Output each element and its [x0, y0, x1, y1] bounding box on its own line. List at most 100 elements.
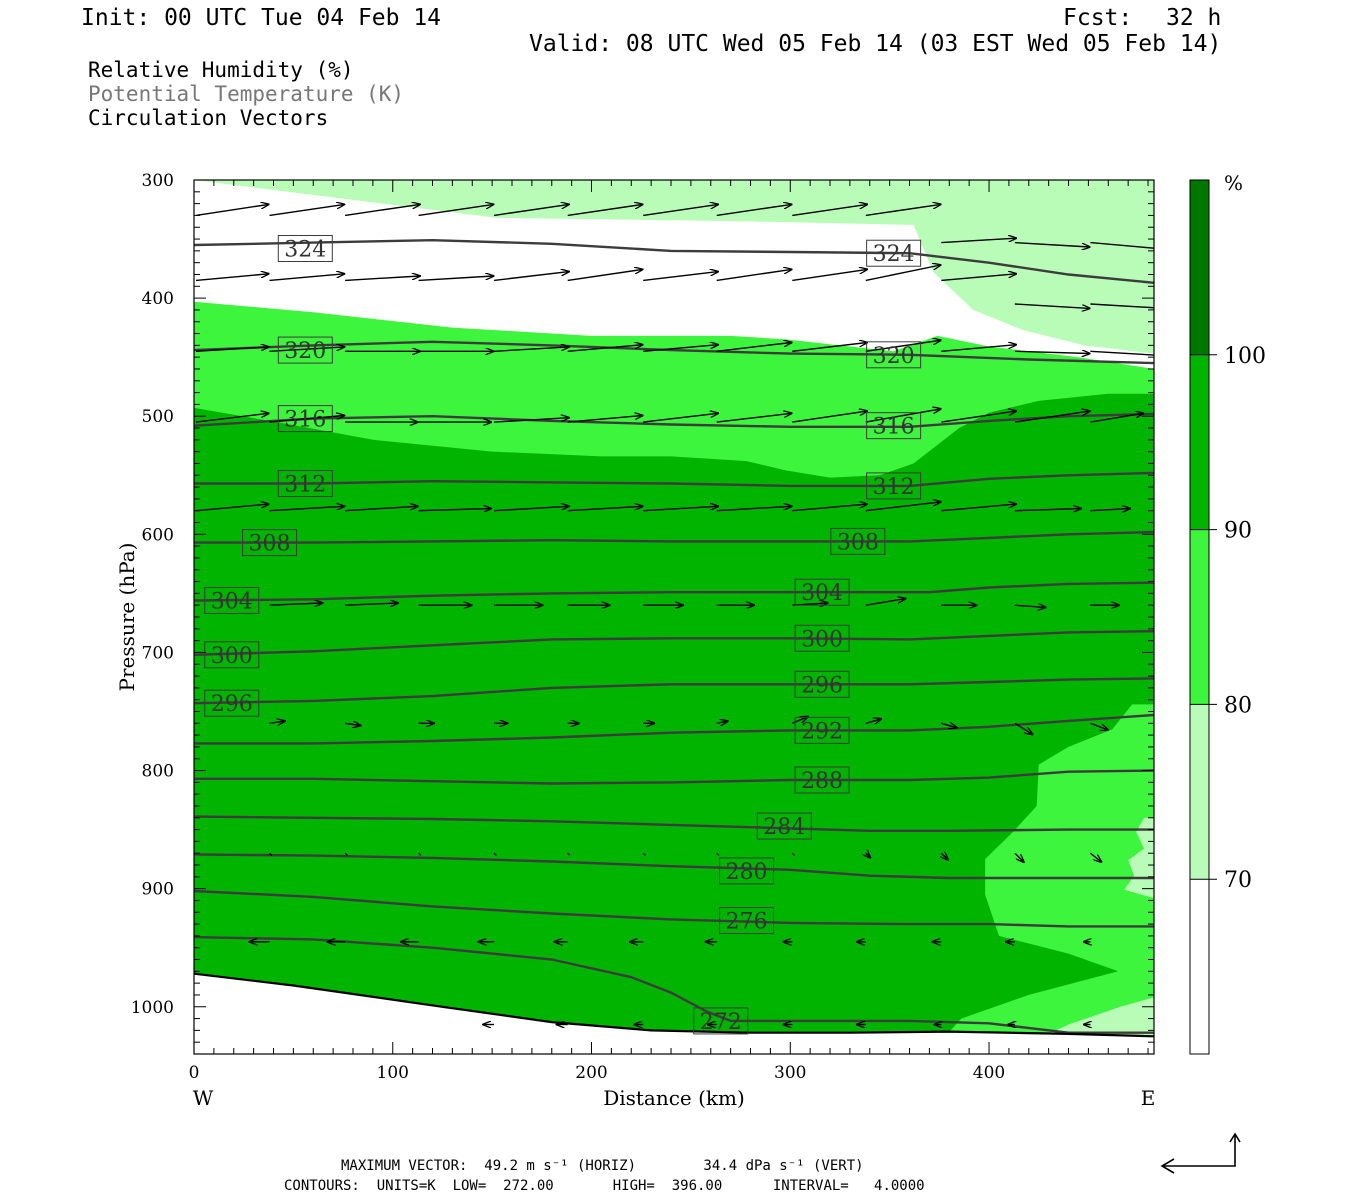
circulation-vector: [792, 343, 867, 352]
y-tick-label: 900: [142, 880, 174, 900]
theta-label-272: 272: [700, 1010, 742, 1035]
circulation-vector: [941, 238, 1016, 244]
theta-contour-324: [194, 238, 1154, 284]
circulation-vector: [1090, 722, 1108, 730]
circulation-vector: [269, 603, 323, 605]
circulation-vector: [494, 272, 569, 282]
legend-circulation-vectors: Circulation Vectors: [88, 106, 329, 130]
theta-label-276: 276: [726, 910, 768, 935]
circulation-vector: [1014, 351, 1090, 353]
theta-label-284: 284: [763, 815, 805, 840]
x-tick-label: 400: [973, 1063, 1005, 1083]
circulation-vector: [493, 204, 569, 217]
circulation-vector: [195, 504, 269, 512]
legend-relative-humidity: Relative Humidity (%): [88, 58, 354, 82]
theta-label-312: 312: [873, 475, 915, 500]
theta-contour-296: [194, 677, 1154, 705]
theta-contour-304: [194, 581, 1154, 602]
circulation-vector: [567, 852, 571, 856]
theta-contour-284: [194, 815, 1154, 832]
init-time-label: Init: 00 UTC Tue 04 Feb 14: [81, 5, 442, 31]
circulation-vector: [494, 506, 569, 512]
x-tick-label: 200: [575, 1063, 607, 1083]
humidity-region-70-80: [1038, 997, 1154, 1043]
circulation-vector: [345, 603, 398, 605]
circulation-vector: [269, 852, 273, 856]
theta-label-296: 296: [801, 673, 843, 698]
circulation-vector: [716, 204, 792, 217]
theta-label-box: [866, 341, 922, 369]
humidity-region-70-80: [194, 180, 1154, 354]
valid-time-label: Valid: 08 UTC Wed 05 Feb 14 (03 EST Wed …: [529, 31, 1222, 57]
colorbar-bin: [1190, 529, 1209, 705]
axis-tick-layer: 300 400 500 600 700 800 900 1000 0 100 200 300 400: [131, 171, 1154, 1083]
circulation-vector: [792, 204, 867, 217]
circulation-vector: [865, 502, 941, 512]
circulation-vector: [1014, 509, 1081, 511]
circulation-vector: [716, 506, 792, 512]
circulation-vector: [716, 269, 792, 282]
theta-label-324: 324: [284, 238, 326, 263]
circulation-vector: [567, 204, 643, 217]
colorbar-level-label: 70: [1224, 868, 1252, 893]
circulation-vector: [865, 409, 941, 423]
circulation-vector: [941, 723, 956, 727]
theta-contour-312: [194, 471, 1154, 488]
circulation-vector: [1014, 852, 1024, 862]
circulation-vector: [643, 272, 718, 282]
theta-label-box: [277, 405, 333, 433]
theta-label-box: [794, 578, 850, 606]
theta-label-box: [277, 336, 333, 364]
theta-contour-layer: [194, 238, 1154, 1038]
circulation-vector: [567, 345, 643, 352]
circulation-vector: [1090, 303, 1154, 309]
circulation-vector: [493, 852, 497, 856]
circulation-vector: [344, 852, 348, 856]
theta-label-box: [794, 670, 850, 698]
theta-label-320: 320: [873, 344, 915, 369]
legend-potential-temperature: Potential Temperature (K): [88, 82, 405, 106]
theta-label-box: [756, 812, 812, 840]
circulation-vector: [1014, 605, 1046, 607]
theta-label-layer: 324 324 320 320 316 316 312 312 308 308 304 304 300 3…: [204, 235, 922, 1035]
theta-label-box: [866, 239, 922, 267]
theta-label-280: 280: [726, 860, 768, 885]
theta-label-312: 312: [284, 473, 326, 498]
theta-contour-276: [194, 889, 1154, 928]
theta-contour-316: [194, 412, 1154, 428]
theta-label-308: 308: [249, 532, 291, 557]
circulation-vector: [865, 340, 941, 352]
x-axis-east-label: E: [1141, 1086, 1156, 1110]
colorbar-bin: [1190, 354, 1209, 530]
circulation-vector: [865, 719, 881, 723]
x-axis-label: Distance (km): [603, 1086, 745, 1110]
circulation-vector: [344, 204, 420, 217]
circulation-vector: [418, 276, 494, 282]
theta-contour-280: [194, 853, 1154, 880]
circulation-vector: [941, 411, 1016, 423]
terrain-surface-line: [194, 972, 1154, 1038]
circulation-vector: [269, 274, 345, 282]
circulation-vector: [195, 413, 269, 423]
y-tick-label: 400: [142, 289, 174, 309]
theta-label-292: 292: [801, 719, 843, 744]
circulation-vector: [418, 509, 492, 511]
contour-info-note: CONTOURS: UNITS=K LOW= 272.00 HIGH= 396.…: [284, 1178, 925, 1194]
circulation-vector: [195, 274, 269, 282]
theta-label-304: 304: [211, 589, 253, 614]
circulation-vector: [567, 269, 643, 282]
circulation-vector: [494, 418, 569, 423]
theta-label-316: 316: [873, 415, 915, 440]
theta-label-296: 296: [211, 692, 253, 717]
y-tick-label: 1000: [131, 998, 174, 1018]
circulation-vector: [642, 852, 646, 856]
theta-label-box: [277, 470, 333, 498]
circulation-vector: [1090, 350, 1154, 356]
theta-label-box: [794, 716, 850, 744]
y-axis-label: Pressure (hPa): [115, 543, 139, 692]
humidity-region-white: [194, 973, 1154, 1054]
circulation-vector: [567, 416, 643, 423]
theta-label-box: [794, 766, 850, 794]
colorbar-unit-label: %: [1224, 171, 1243, 195]
circulation-vector: [792, 504, 867, 512]
